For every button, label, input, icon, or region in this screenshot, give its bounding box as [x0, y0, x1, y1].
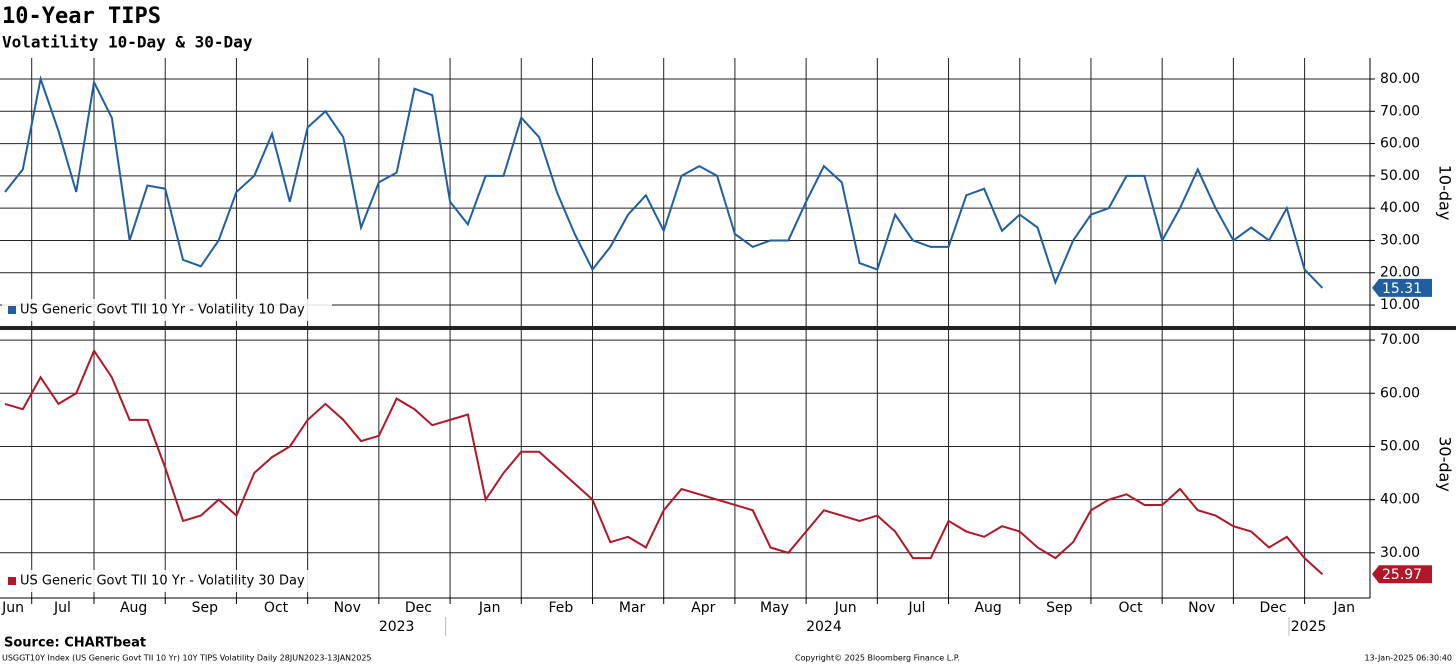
y-tick-label: 40.00: [1380, 492, 1420, 508]
year-label: 2023: [379, 619, 415, 635]
y-tick-label: 10.00: [1380, 297, 1420, 313]
x-tick-label: Aug: [974, 600, 1001, 616]
x-tick-label: May: [760, 600, 789, 616]
description: USGGT10Y Index (US Generic Govt TII 10 Y…: [2, 654, 372, 663]
year-label: 2025: [1291, 619, 1327, 635]
y-tick-label: 40.00: [1380, 200, 1420, 216]
y-tick-label: 60.00: [1380, 385, 1420, 401]
panel-separator: [0, 326, 1456, 330]
x-tick-label: Dec: [1259, 600, 1286, 616]
copyright: Copyright© 2025 Bloomberg Finance L.P.: [795, 654, 960, 663]
x-tick-label: Dec: [405, 600, 432, 616]
legend-swatch: [8, 306, 16, 314]
series-line: [4, 75, 1324, 289]
y-tick-label: 70.00: [1380, 103, 1420, 119]
y-tick-label: 50.00: [1380, 438, 1420, 454]
x-tick-label: Feb: [548, 600, 573, 616]
chart-subtitle: Volatility 10-Day & 30-Day: [2, 33, 253, 52]
y-tick-label: 50.00: [1380, 168, 1420, 184]
y-tick-label: 60.00: [1380, 136, 1420, 152]
timestamp: 13-Jan-2025 06:30:40: [1364, 654, 1452, 663]
chart-title: 10-Year TIPS: [2, 4, 161, 29]
x-tick-label: Jun: [1, 600, 24, 616]
y-axis-label: 30-day: [1436, 436, 1455, 492]
x-tick-label: Jan: [1332, 600, 1355, 616]
legend: US Generic Govt TII 10 Yr - Volatility 3…: [2, 570, 332, 592]
y-axis-label: 10-day: [1436, 165, 1455, 221]
x-tick-label: Sep: [1046, 600, 1073, 616]
x-tick-label: Aug: [120, 600, 147, 616]
last-value-label: 15.31: [1382, 281, 1422, 297]
x-tick-label: Jan: [478, 600, 501, 616]
legend-swatch: [8, 577, 16, 585]
last-value-pointer: [1372, 278, 1432, 297]
y-tick-label: 80.00: [1380, 71, 1420, 87]
x-tick-label: Oct: [264, 600, 289, 616]
source: Source: CHARTbeat: [4, 636, 146, 651]
legend-box: [2, 299, 332, 321]
y-tick-label: 30.00: [1380, 545, 1420, 561]
x-tick-label: Nov: [1188, 600, 1215, 616]
legend-label: US Generic Govt TII 10 Yr - Volatility 3…: [20, 574, 305, 589]
series-line: [4, 348, 1324, 575]
y-tick-label: 20.00: [1380, 265, 1420, 281]
x-tick-label: Oct: [1118, 600, 1143, 616]
x-tick-label: Jul: [53, 600, 71, 616]
legend-box: [2, 570, 332, 592]
x-tick-label: Nov: [334, 600, 361, 616]
x-tick-label: Mar: [619, 600, 646, 616]
x-tick-label: Jul: [907, 600, 925, 616]
legend-label: US Generic Govt TII 10 Yr - Volatility 1…: [20, 303, 305, 318]
x-tick-label: Jun: [834, 600, 857, 616]
x-tick-label: Sep: [192, 600, 219, 616]
x-tick-label: Apr: [691, 600, 715, 616]
y-tick-label: 70.00: [1380, 332, 1420, 348]
y-tick-label: 30.00: [1380, 232, 1420, 248]
legend: US Generic Govt TII 10 Yr - Volatility 1…: [2, 299, 332, 321]
year-label: 2024: [806, 619, 842, 635]
last-value-label: 25.97: [1382, 567, 1422, 583]
last-value-pointer: [1372, 565, 1432, 584]
